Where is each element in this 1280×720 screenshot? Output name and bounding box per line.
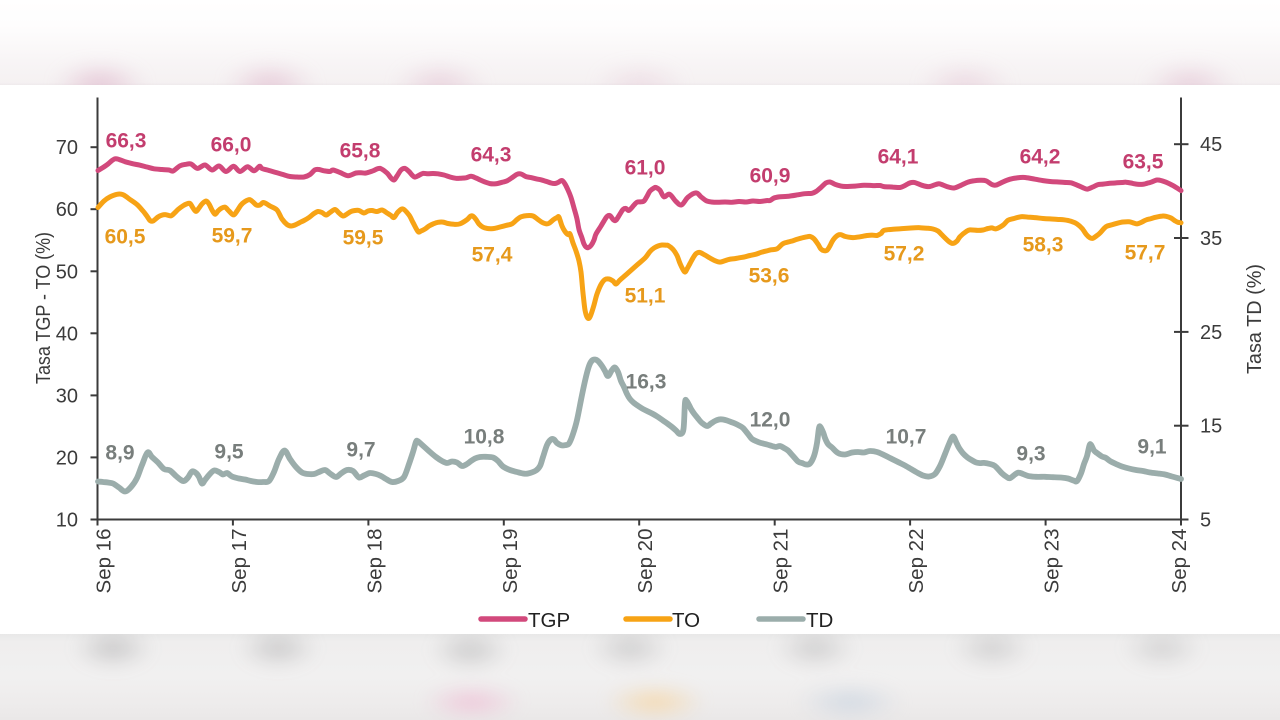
svg-text:12,0: 12,0 (750, 409, 791, 432)
svg-text:40: 40 (56, 323, 78, 345)
svg-text:Sep 19: Sep 19 (499, 529, 522, 594)
svg-text:10,8: 10,8 (464, 426, 505, 449)
svg-text:Sep 23: Sep 23 (1041, 529, 1064, 594)
svg-text:64,2: 64,2 (1020, 146, 1061, 169)
svg-text:59,7: 59,7 (212, 225, 253, 248)
svg-text:Sep 22: Sep 22 (905, 529, 928, 594)
svg-text:Sep 17: Sep 17 (228, 529, 251, 594)
svg-text:15: 15 (1200, 416, 1222, 438)
svg-text:61,0: 61,0 (625, 157, 666, 180)
svg-text:10: 10 (56, 510, 78, 532)
svg-text:9,5: 9,5 (214, 441, 244, 464)
svg-text:16,3: 16,3 (626, 371, 667, 394)
svg-text:35: 35 (1200, 228, 1222, 250)
svg-text:66,3: 66,3 (106, 130, 147, 153)
svg-text:5: 5 (1200, 510, 1211, 532)
svg-text:59,5: 59,5 (343, 227, 384, 250)
svg-text:51,1: 51,1 (625, 285, 666, 308)
svg-text:TD: TD (806, 609, 833, 632)
svg-text:64,1: 64,1 (878, 146, 919, 169)
svg-text:Tasa TD (%): Tasa TD (%) (1243, 264, 1266, 374)
svg-text:20: 20 (56, 447, 78, 469)
svg-text:TGP: TGP (528, 609, 570, 632)
svg-text:TO: TO (672, 609, 700, 632)
svg-text:63,5: 63,5 (1123, 151, 1164, 174)
svg-text:64,3: 64,3 (471, 144, 512, 167)
svg-text:57,4: 57,4 (472, 244, 513, 267)
svg-text:9,7: 9,7 (346, 439, 375, 462)
svg-text:Sep 16: Sep 16 (93, 529, 116, 594)
svg-text:57,2: 57,2 (884, 243, 925, 266)
svg-text:45: 45 (1200, 134, 1222, 156)
svg-text:8,9: 8,9 (105, 442, 134, 465)
svg-text:66,0: 66,0 (211, 134, 252, 157)
svg-text:Sep 24: Sep 24 (1168, 529, 1191, 594)
svg-text:Sep 18: Sep 18 (363, 529, 386, 594)
svg-text:60,9: 60,9 (750, 165, 791, 188)
svg-text:10,7: 10,7 (886, 426, 927, 449)
svg-text:70: 70 (56, 137, 78, 159)
svg-text:Sep 20: Sep 20 (634, 529, 657, 594)
svg-text:Sep 21: Sep 21 (770, 529, 793, 594)
svg-text:9,1: 9,1 (1137, 436, 1167, 459)
svg-text:9,3: 9,3 (1016, 443, 1045, 466)
svg-text:60: 60 (56, 199, 78, 221)
svg-text:Tasa TGP - TO (%): Tasa TGP - TO (%) (32, 232, 55, 384)
svg-text:58,3: 58,3 (1023, 234, 1064, 257)
svg-text:60,5: 60,5 (105, 226, 146, 249)
svg-text:25: 25 (1200, 322, 1222, 344)
svg-text:50: 50 (56, 261, 78, 283)
svg-text:57,7: 57,7 (1125, 242, 1166, 265)
svg-text:53,6: 53,6 (749, 265, 790, 288)
svg-text:30: 30 (56, 385, 78, 407)
svg-text:65,8: 65,8 (340, 140, 381, 163)
